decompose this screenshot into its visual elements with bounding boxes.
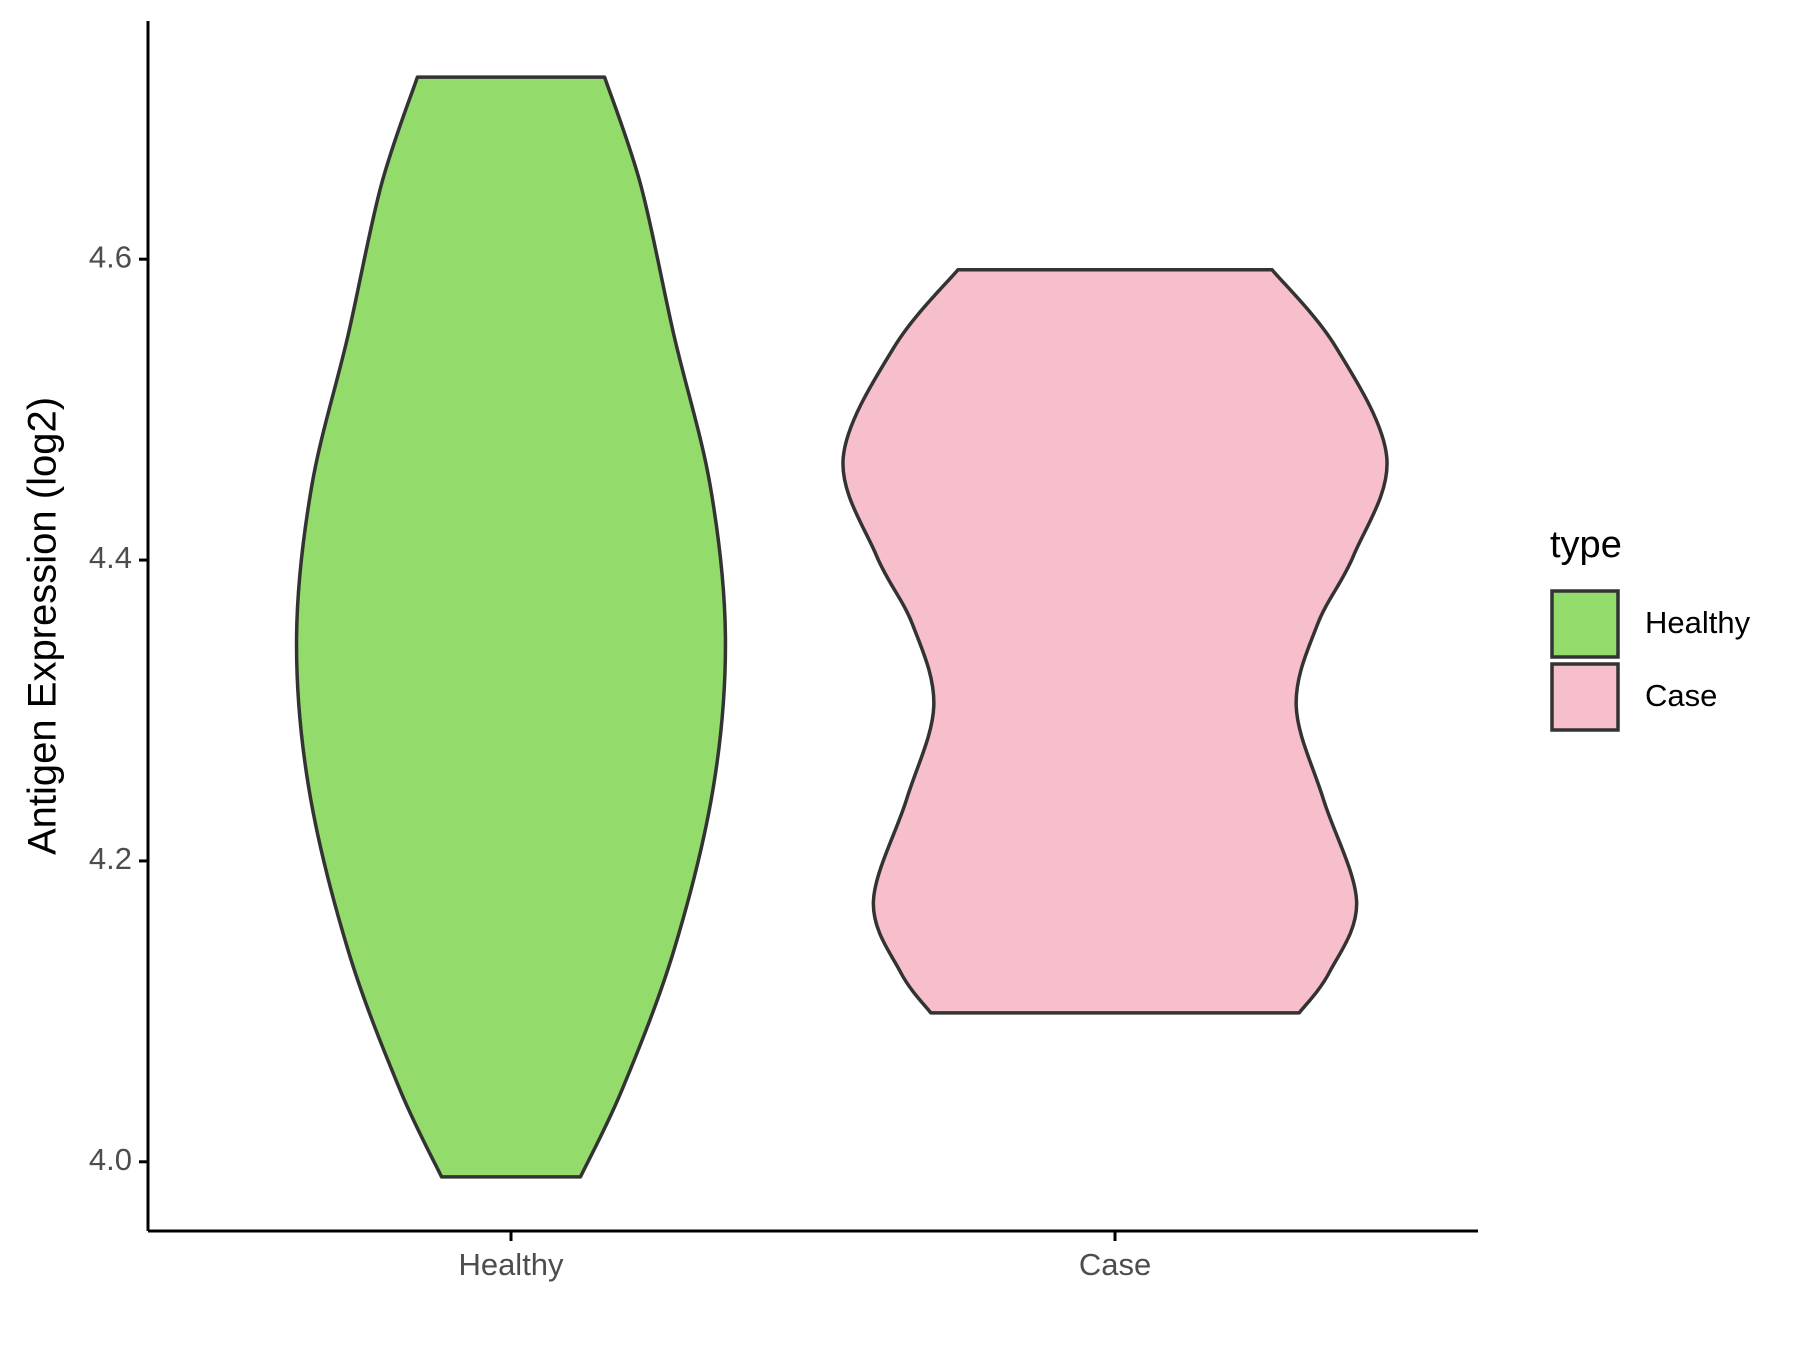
x-tick-label: Case <box>1079 1247 1151 1282</box>
y-tick-label: 4.2 <box>89 841 132 876</box>
legend-key <box>1550 589 1620 659</box>
y-tick-label: 4.4 <box>89 540 132 575</box>
legend-key <box>1550 662 1620 732</box>
y-tick-label: 4.6 <box>89 239 132 274</box>
y-tick-label: 4.0 <box>89 1142 132 1177</box>
x-tick-label: Healthy <box>458 1247 564 1282</box>
legend-label: Healthy <box>1645 605 1751 640</box>
y-axis-title: Antigen Expression (log2) <box>21 397 65 855</box>
legend-title: type <box>1550 524 1622 566</box>
violin <box>841 267 1389 1015</box>
violin <box>294 75 728 1179</box>
legend-label: Case <box>1645 678 1717 713</box>
